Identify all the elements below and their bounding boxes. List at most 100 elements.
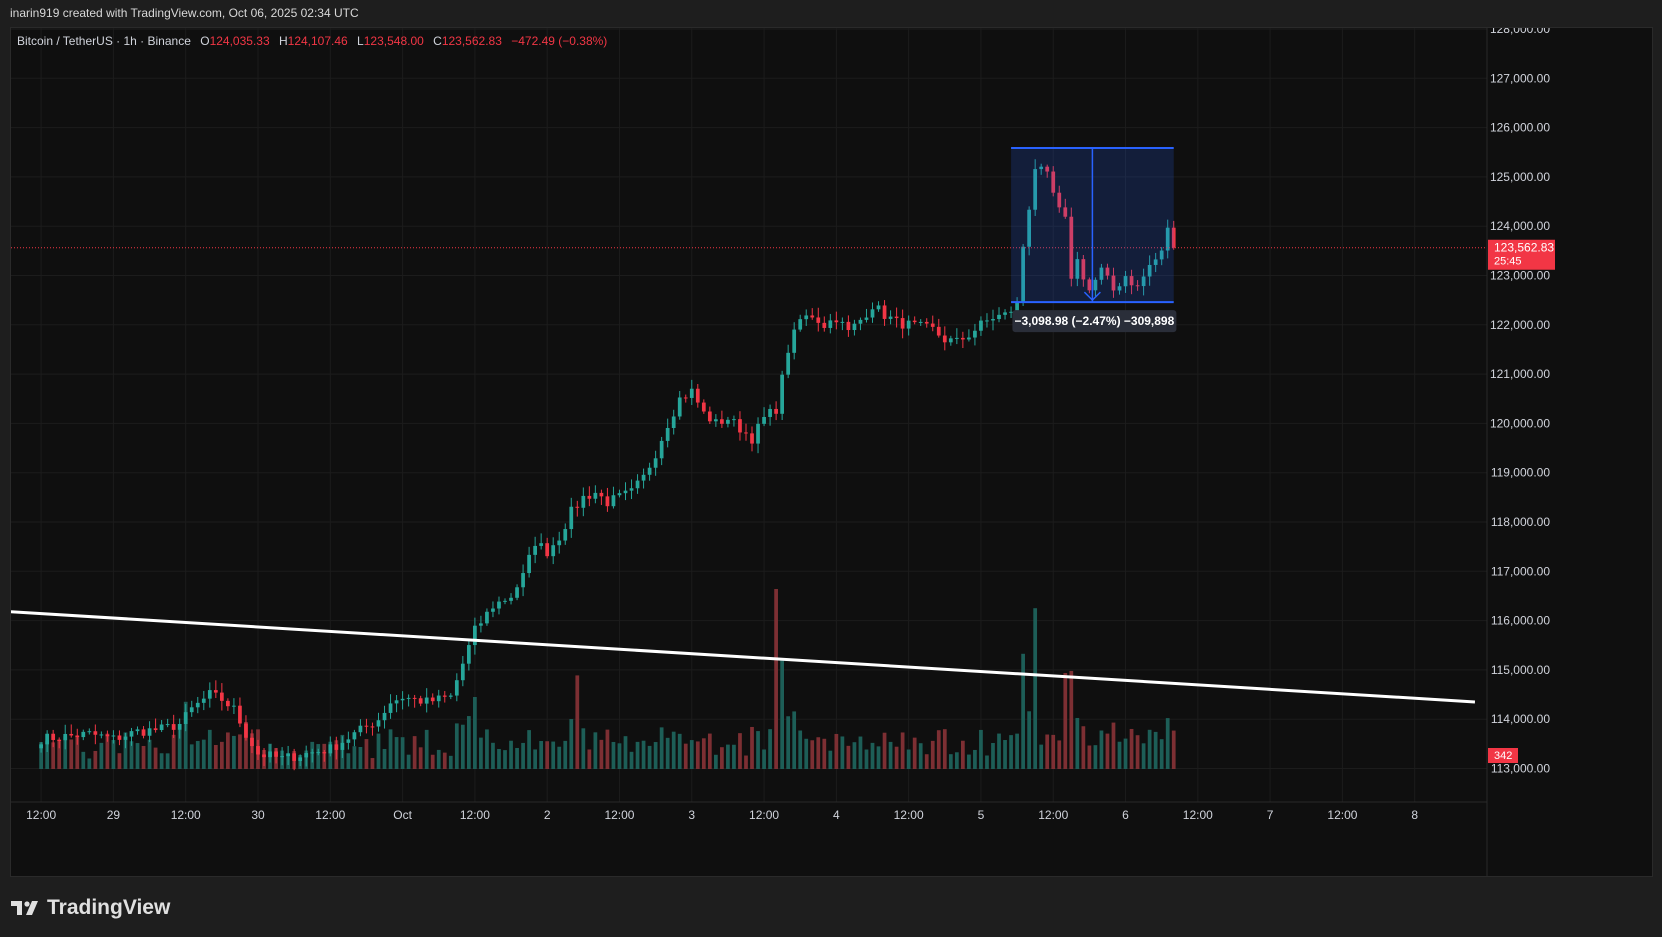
- volume-bar: [581, 728, 586, 769]
- volume-bar: [358, 746, 363, 769]
- candle-body: [400, 698, 405, 701]
- time-tick-label: 12:00: [604, 808, 634, 822]
- volume-bar: [671, 731, 676, 769]
- volume-bar: [460, 724, 465, 769]
- volume-bar: [756, 731, 760, 769]
- price-tick-label: 120,000.00: [1490, 416, 1550, 430]
- volume-bar: [406, 754, 411, 769]
- time-tick-label: 12:00: [171, 808, 201, 822]
- time-tick-label: Oct: [393, 808, 412, 822]
- chart-frame[interactable]: −3,098.98 (−2.47%) −309,898 113,000.00 114…: [10, 27, 1653, 877]
- candle-body: [334, 744, 339, 750]
- volume-bar: [382, 748, 387, 769]
- close-value: 123,562.83: [441, 34, 502, 48]
- candle-body: [207, 690, 212, 699]
- volume-bar: [147, 739, 152, 769]
- volume-bar: [732, 744, 736, 769]
- volume-bar: [593, 732, 598, 769]
- candle-body: [183, 712, 188, 724]
- volume-bar: [641, 740, 646, 769]
- candle-body: [81, 731, 86, 738]
- volume-bar: [683, 743, 688, 769]
- candle-body: [774, 408, 778, 414]
- volume-bar: [1033, 608, 1038, 769]
- volume-bar: [436, 749, 441, 769]
- candle-body: [671, 416, 676, 428]
- candle-body: [436, 695, 441, 702]
- candle-body: [51, 733, 56, 740]
- candle-body: [581, 495, 586, 508]
- time-tick-label: 12:00: [26, 808, 56, 822]
- volume-bar: [744, 755, 748, 769]
- volume-bar: [948, 754, 953, 769]
- candle-body: [605, 496, 610, 507]
- candle-body: [569, 506, 574, 530]
- high-label: H: [278, 34, 288, 48]
- symbol-label[interactable]: Bitcoin / TetherUS · 1h · Binance: [17, 34, 191, 48]
- candle-body: [713, 419, 718, 422]
- time-tick-label: 29: [107, 808, 121, 822]
- candle-body: [744, 432, 748, 434]
- candlestick-chart[interactable]: −3,098.98 (−2.47%) −309,898 113,000.00 114…: [11, 28, 1652, 876]
- candle-body: [244, 723, 248, 738]
- volume-bar: [545, 741, 550, 769]
- volume-bar: [888, 741, 893, 769]
- volume-bar: [1099, 730, 1104, 769]
- candle-body: [527, 554, 531, 574]
- volume-bar: [232, 735, 236, 769]
- volume-bar: [551, 741, 556, 769]
- candle-body: [509, 597, 513, 601]
- volume-bar: [244, 721, 248, 769]
- volume-bar: [961, 740, 965, 769]
- volume-bar: [870, 742, 875, 769]
- volume-bar: [123, 732, 128, 769]
- candle-body: [111, 735, 116, 737]
- time-tick-label: 12:00: [315, 808, 345, 822]
- candle-body: [629, 488, 634, 491]
- volume-bar: [1117, 741, 1122, 769]
- candle-body: [201, 698, 206, 703]
- candle-body: [485, 611, 489, 624]
- volume-bar: [985, 755, 989, 769]
- time-tick-label: 12:00: [1327, 808, 1357, 822]
- candle-body: [328, 744, 333, 754]
- candle-body: [195, 702, 200, 708]
- candle-body: [424, 697, 429, 704]
- candle-body: [1105, 267, 1110, 276]
- candle-body: [1063, 207, 1068, 217]
- candle-body: [1129, 276, 1134, 286]
- volume-bar: [400, 737, 405, 769]
- volume-bar: [183, 701, 188, 769]
- volume-bar: [846, 745, 851, 769]
- candle-body: [1135, 285, 1140, 287]
- candle-body: [557, 540, 562, 546]
- candle-body: [406, 697, 411, 699]
- candle-body: [689, 388, 694, 398]
- volume-bar: [834, 733, 839, 769]
- volume-bar: [665, 737, 670, 769]
- candle-body: [720, 419, 724, 424]
- volume-bar: [1159, 739, 1164, 769]
- volume-bar: [750, 726, 754, 769]
- volume-bar: [213, 745, 218, 769]
- candle-body: [412, 697, 417, 699]
- volume-bar: [557, 746, 562, 769]
- volume-bar: [635, 741, 640, 769]
- volume-bar: [828, 750, 833, 769]
- volume-bar: [1015, 733, 1019, 769]
- volume-bar: [1027, 711, 1032, 769]
- candle-body: [189, 707, 194, 713]
- volume-bar: [177, 729, 182, 769]
- volume-bar: [75, 736, 80, 769]
- volume-bar: [141, 745, 146, 769]
- candle-body: [153, 728, 158, 731]
- candle-body: [954, 337, 959, 339]
- candle-body: [219, 692, 224, 701]
- candle-body: [810, 315, 815, 318]
- volume-bar: [1009, 735, 1013, 769]
- candle-body: [1051, 171, 1056, 193]
- low-label: L: [357, 34, 364, 48]
- volume-bar: [352, 746, 357, 769]
- candle-body: [238, 705, 242, 724]
- tradingview-brand[interactable]: TradingView: [11, 896, 170, 920]
